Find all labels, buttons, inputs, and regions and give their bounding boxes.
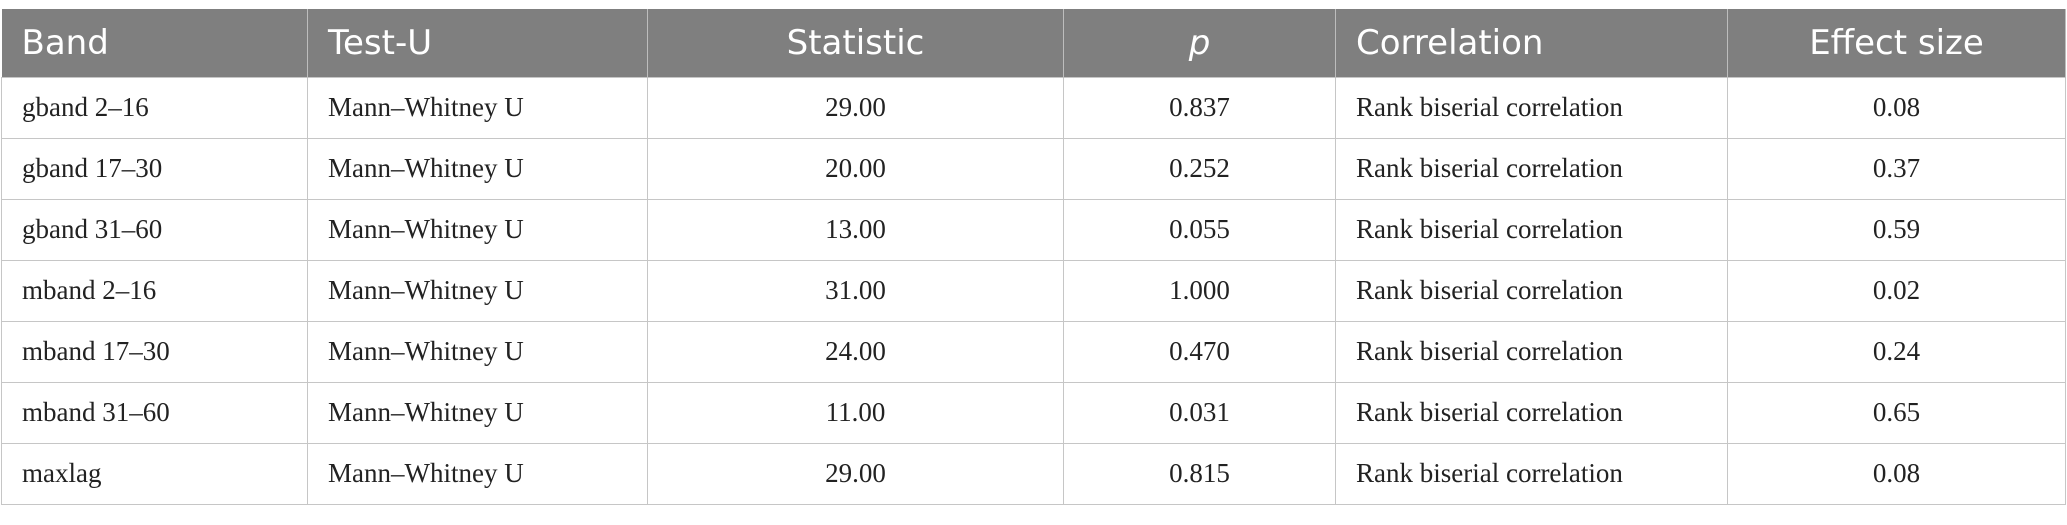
table-cell: gband 17–30 xyxy=(1,137,308,200)
column-header: Statistic xyxy=(647,9,1064,77)
table-cell: 0.65 xyxy=(1727,381,2066,444)
table-cell: 11.00 xyxy=(647,381,1064,444)
table-cell: 20.00 xyxy=(647,137,1064,200)
table-cell: maxlag xyxy=(1,442,308,505)
table-cell: 0.08 xyxy=(1727,76,2066,139)
table-cell: Rank biserial correlation xyxy=(1335,442,1728,505)
table-cell: Mann–Whitney U xyxy=(307,442,648,505)
table-cell: gband 31–60 xyxy=(1,198,308,261)
table-cell: 0.252 xyxy=(1063,137,1336,200)
table-cell: 0.815 xyxy=(1063,442,1336,505)
table-cell: Mann–Whitney U xyxy=(307,381,648,444)
table-row: mband 31–60 Mann–Whitney U 11.00 0.031 Rank … xyxy=(1,381,2066,444)
header-row: Band Test-U Statistic p Correlation Effect si… xyxy=(1,9,2066,77)
table-cell: 0.02 xyxy=(1727,259,2066,322)
table-cell: 0.031 xyxy=(1063,381,1336,444)
table-cell: Rank biserial correlation xyxy=(1335,198,1728,261)
table-row: mband 2–16 Mann–Whitney U 31.00 1.000 Rank b… xyxy=(1,259,2066,322)
column-header: p xyxy=(1063,9,1336,77)
column-header: Test-U xyxy=(307,9,648,77)
table-cell: 0.59 xyxy=(1727,198,2066,261)
table-cell: Mann–Whitney U xyxy=(307,259,648,322)
table-cell: 29.00 xyxy=(647,76,1064,139)
table-cell: 0.24 xyxy=(1727,320,2066,383)
table-row: gband 2–16 Mann–Whitney U 29.00 0.837 Rank b… xyxy=(1,76,2066,139)
table-cell: 0.37 xyxy=(1727,137,2066,200)
table-cell: 24.00 xyxy=(647,320,1064,383)
column-header: Band xyxy=(1,9,308,77)
table-cell: Rank biserial correlation xyxy=(1335,137,1728,200)
table-cell: 0.837 xyxy=(1063,76,1336,139)
table-cell: 29.00 xyxy=(647,442,1064,505)
table-cell: mband 17–30 xyxy=(1,320,308,383)
table-cell: 0.470 xyxy=(1063,320,1336,383)
table-cell: 13.00 xyxy=(647,198,1064,261)
column-header: Effect size xyxy=(1727,9,2066,77)
table-cell: Mann–Whitney U xyxy=(307,137,648,200)
table-cell: mband 2–16 xyxy=(1,259,308,322)
table-cell: Rank biserial correlation xyxy=(1335,381,1728,444)
table-cell: Rank biserial correlation xyxy=(1335,76,1728,139)
table-row: gband 17–30 Mann–Whitney U 20.00 0.252 Rank … xyxy=(1,137,2066,200)
table-cell: 0.055 xyxy=(1063,198,1336,261)
column-header: Correlation xyxy=(1335,9,1728,77)
table-row: mband 17–30 Mann–Whitney U 24.00 0.470 Rank … xyxy=(1,320,2066,383)
table-cell: 31.00 xyxy=(647,259,1064,322)
table-cell: Rank biserial correlation xyxy=(1335,259,1728,322)
table-cell: mband 31–60 xyxy=(1,381,308,444)
table-cell: gband 2–16 xyxy=(1,76,308,139)
table-cell: 0.08 xyxy=(1727,442,2066,505)
results-table: Band Test-U Statistic p Correlation Effect si… xyxy=(1,9,2066,505)
table-cell: Mann–Whitney U xyxy=(307,320,648,383)
table-cell: Mann–Whitney U xyxy=(307,198,648,261)
table-cell: Mann–Whitney U xyxy=(307,76,648,139)
table-row: maxlag Mann–Whitney U 29.00 0.815 Rank biser… xyxy=(1,442,2066,505)
table-cell: 1.000 xyxy=(1063,259,1336,322)
table-cell: Rank biserial correlation xyxy=(1335,320,1728,383)
table-row: gband 31–60 Mann–Whitney U 13.00 0.055 Rank … xyxy=(1,198,2066,261)
table-body: gband 2–16 Mann–Whitney U 29.00 0.837 Rank b… xyxy=(1,76,2066,505)
